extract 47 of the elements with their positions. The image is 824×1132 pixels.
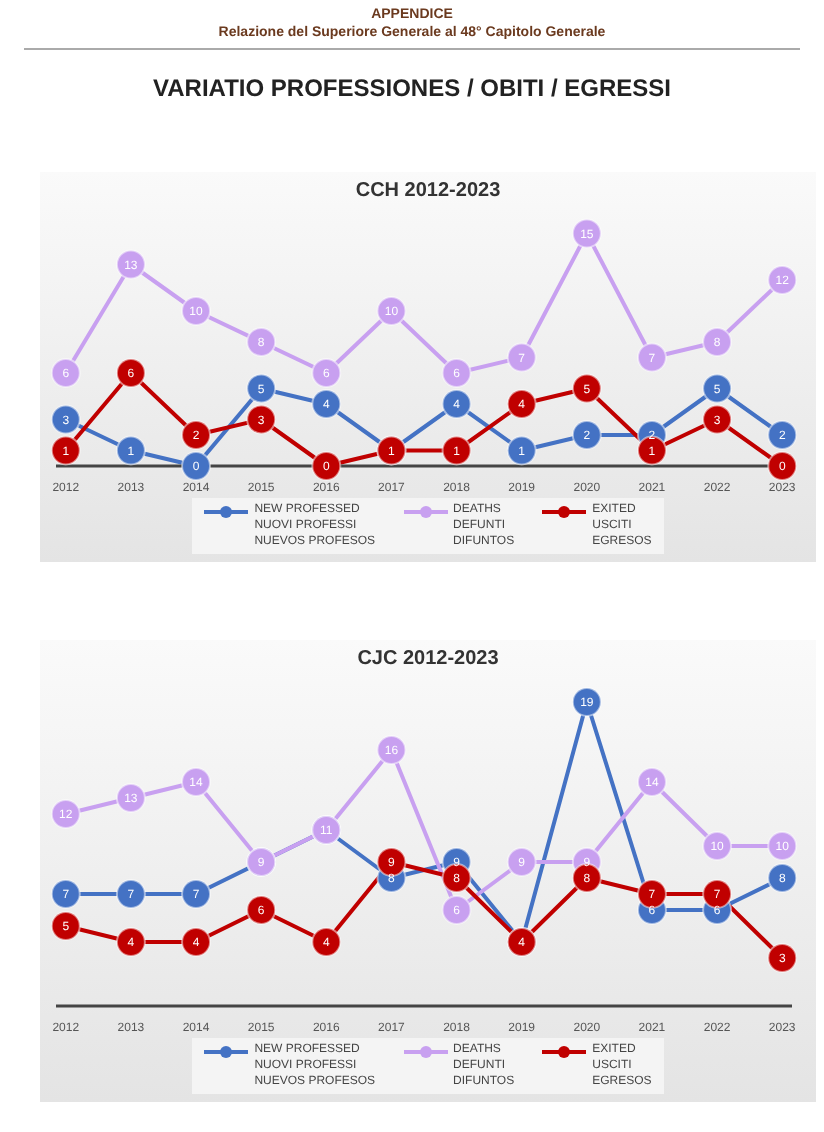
point	[767, 943, 798, 973]
point	[181, 879, 212, 909]
point	[636, 342, 667, 373]
point	[246, 327, 277, 357]
point	[246, 404, 277, 435]
point	[441, 895, 472, 925]
point	[50, 404, 81, 435]
point	[181, 927, 212, 957]
point	[571, 420, 602, 450]
point	[506, 342, 537, 373]
point	[702, 879, 733, 909]
point	[311, 389, 342, 419]
point	[506, 389, 537, 419]
point	[246, 895, 277, 925]
point	[636, 879, 667, 909]
point	[50, 435, 81, 466]
point	[115, 927, 146, 957]
point	[50, 358, 81, 388]
point	[441, 358, 472, 388]
point	[246, 373, 277, 404]
point	[441, 389, 472, 419]
point	[311, 358, 342, 388]
point	[767, 451, 798, 481]
point	[636, 435, 667, 466]
chart-title: CCH 2012-2023	[353, 180, 503, 202]
text: VARIATIO PROFESSIONES / OBITI / EGRESSI	[151, 74, 673, 102]
point	[767, 420, 798, 450]
point	[571, 373, 602, 404]
point	[376, 847, 407, 877]
point	[115, 358, 146, 388]
point	[50, 911, 81, 941]
point	[702, 373, 733, 404]
point	[767, 863, 798, 893]
point	[571, 863, 602, 893]
point	[702, 327, 733, 357]
chart-title: CJC 2012-2023	[355, 648, 501, 670]
point	[181, 420, 212, 450]
point	[702, 404, 733, 435]
point	[311, 451, 342, 481]
point	[506, 435, 537, 466]
point	[506, 847, 537, 877]
point	[311, 927, 342, 957]
point	[115, 435, 146, 466]
point	[441, 435, 472, 466]
point	[181, 451, 212, 481]
point	[50, 879, 81, 909]
point	[115, 879, 146, 909]
